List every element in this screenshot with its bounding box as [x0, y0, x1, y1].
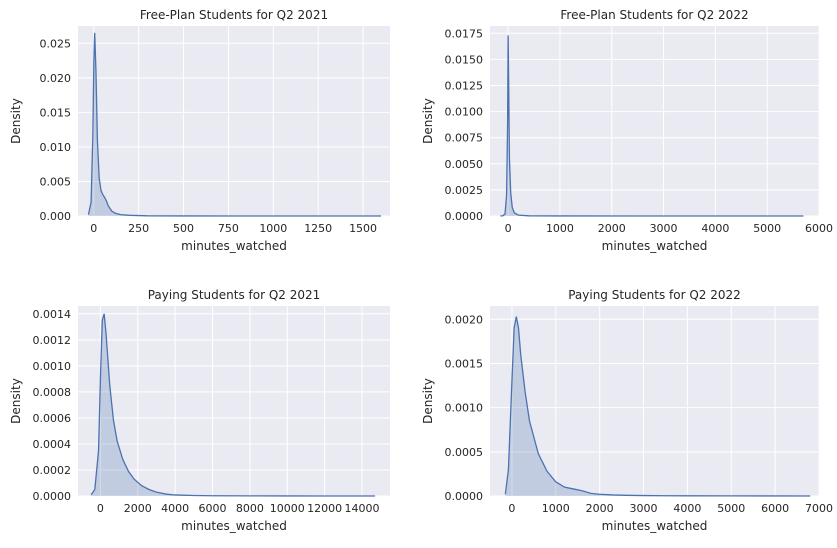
x-tick-label: 0: [90, 222, 97, 235]
panel-3-x-ticks: 0 2000 4000 6000 8000 10000 12000 14000: [97, 502, 380, 515]
y-tick-label: 0.025: [40, 37, 72, 50]
y-tick-label: 0.0000: [445, 490, 484, 503]
panel-3-title: Paying Students for Q2 2021: [148, 288, 321, 302]
panel-4-title: Paying Students for Q2 2022: [568, 288, 741, 302]
x-tick-label: 2000: [586, 502, 614, 515]
x-tick-label: 2000: [124, 502, 152, 515]
y-tick-label: 0.0025: [445, 184, 484, 197]
y-tick-label: 0.0004: [33, 438, 72, 451]
panel-2-x-ticks: 0 1000 2000 3000 4000 5000 6000: [505, 222, 833, 235]
x-tick-label: 5000: [717, 502, 745, 515]
y-tick-label: 0.0150: [445, 53, 484, 66]
y-tick-label: 0.0014: [33, 308, 72, 321]
panel-3-y-ticks: 0.0000 0.0002 0.0004 0.0006 0.0008 0.0010 0.00…: [33, 308, 72, 503]
x-tick-label: 6000: [761, 502, 789, 515]
y-tick-label: 0.015: [40, 106, 72, 119]
x-tick-label: 1500: [349, 222, 377, 235]
panel-4: 0 1000 2000 3000 4000 5000 6000 7000 0.00000.00…: [421, 288, 833, 533]
y-tick-label: 0.000: [40, 210, 72, 223]
x-tick-label: 14000: [344, 502, 379, 515]
x-tick-label: 750: [218, 222, 239, 235]
panel-4-density-area: [505, 316, 811, 496]
panel-1-title: Free-Plan Students for Q2 2021: [140, 8, 328, 22]
y-tick-label: 0.0010: [445, 402, 484, 415]
y-tick-label: 0.0000: [33, 490, 72, 503]
y-tick-label: 0.010: [40, 141, 72, 154]
panel-3-x-axis-label: minutes_watched: [181, 519, 287, 533]
panel-4-y-ticks: 0.0000 0.0005 0.0010 0.0015 0.0020: [445, 313, 484, 503]
x-tick-label: 0: [97, 502, 104, 515]
x-tick-label: 500: [173, 222, 194, 235]
panel-4-x-ticks: 0 1000 2000 3000 4000 5000 6000 7000: [508, 502, 833, 515]
panel-3: 0 2000 4000 6000 8000 10000 12000 14000 0.00000…: [9, 288, 390, 533]
panel-2-y-ticks: 0.0000 0.0025 0.0050 0.0075 0.0100 0.0125 0.01…: [445, 27, 484, 223]
x-tick-label: 5000: [753, 222, 781, 235]
x-tick-label: 4000: [701, 222, 729, 235]
x-tick-label: 1000: [546, 222, 574, 235]
panel-3-density-line: [90, 313, 376, 497]
y-tick-label: 0.005: [40, 175, 72, 188]
x-tick-label: 0: [505, 222, 512, 235]
panel-2-title: Free-Plan Students for Q2 2022: [560, 8, 748, 22]
x-tick-label: 6000: [199, 502, 227, 515]
panel-3-density-area: [91, 313, 376, 496]
x-tick-label: 4000: [161, 502, 189, 515]
x-tick-label: 6000: [805, 222, 833, 235]
x-tick-label: 1000: [259, 222, 287, 235]
panel-4-grid: [490, 306, 820, 497]
panel-3-axes-background: [78, 306, 390, 496]
x-tick-label: 10000: [270, 502, 305, 515]
y-tick-label: 0.0050: [445, 158, 484, 171]
x-tick-label: 12000: [307, 502, 342, 515]
panel-2: 0 1000 2000 3000 4000 5000 6000 0.00000.00250.…: [421, 8, 833, 253]
panel-2-axes-background: [490, 26, 819, 216]
panel-3-y-axis-label: Density: [9, 378, 23, 424]
y-tick-label: 0.0010: [33, 360, 72, 373]
y-tick-label: 0.0015: [445, 357, 484, 370]
panel-1-grid: [78, 26, 390, 217]
x-tick-label: 8000: [236, 502, 264, 515]
x-tick-label: 1250: [304, 222, 332, 235]
panel-2-density-line: [500, 35, 804, 217]
y-tick-label: 0.020: [40, 72, 72, 85]
panel-4-axes-background: [490, 306, 819, 496]
panel-1-x-ticks: 0 250 500 750 1000 1250 1500: [90, 222, 377, 235]
panel-4-x-axis-label: minutes_watched: [602, 519, 708, 533]
x-tick-label: 1000: [542, 502, 570, 515]
panel-4-density-line: [504, 316, 811, 497]
panel-4-y-axis-label: Density: [421, 378, 435, 424]
x-tick-label: 0: [508, 502, 515, 515]
y-tick-label: 0.0125: [445, 80, 484, 93]
y-tick-label: 0.0175: [445, 27, 484, 40]
x-tick-label: 250: [128, 222, 149, 235]
panel-1-y-axis-label: Density: [9, 98, 23, 144]
x-tick-label: 7000: [805, 502, 833, 515]
panel-1: 0 250 500 750 1000 1250 1500 0.0000.0050.0100.…: [9, 8, 390, 253]
panel-2-x-axis-label: minutes_watched: [602, 239, 708, 253]
panel-2-y-axis-label: Density: [421, 98, 435, 144]
x-tick-label: 3000: [650, 222, 678, 235]
y-tick-label: 0.0100: [445, 106, 484, 119]
y-tick-label: 0.0006: [33, 412, 72, 425]
y-tick-label: 0.0008: [33, 386, 72, 399]
x-tick-label: 2000: [598, 222, 626, 235]
panel-1-axes-background: [78, 26, 390, 216]
y-tick-label: 0.0000: [445, 210, 484, 223]
y-tick-label: 0.0012: [33, 334, 72, 347]
y-tick-label: 0.0075: [445, 132, 484, 145]
x-tick-label: 4000: [673, 502, 701, 515]
panel-1-density-line: [87, 32, 382, 217]
panel-1-x-axis-label: minutes_watched: [181, 239, 287, 253]
x-tick-label: 3000: [630, 502, 658, 515]
y-tick-label: 0.0020: [445, 313, 484, 326]
panel-1-y-ticks: 0.000 0.005 0.010 0.015 0.020 0.025: [40, 37, 72, 223]
y-tick-label: 0.0005: [445, 446, 484, 459]
y-tick-label: 0.0002: [33, 464, 72, 477]
